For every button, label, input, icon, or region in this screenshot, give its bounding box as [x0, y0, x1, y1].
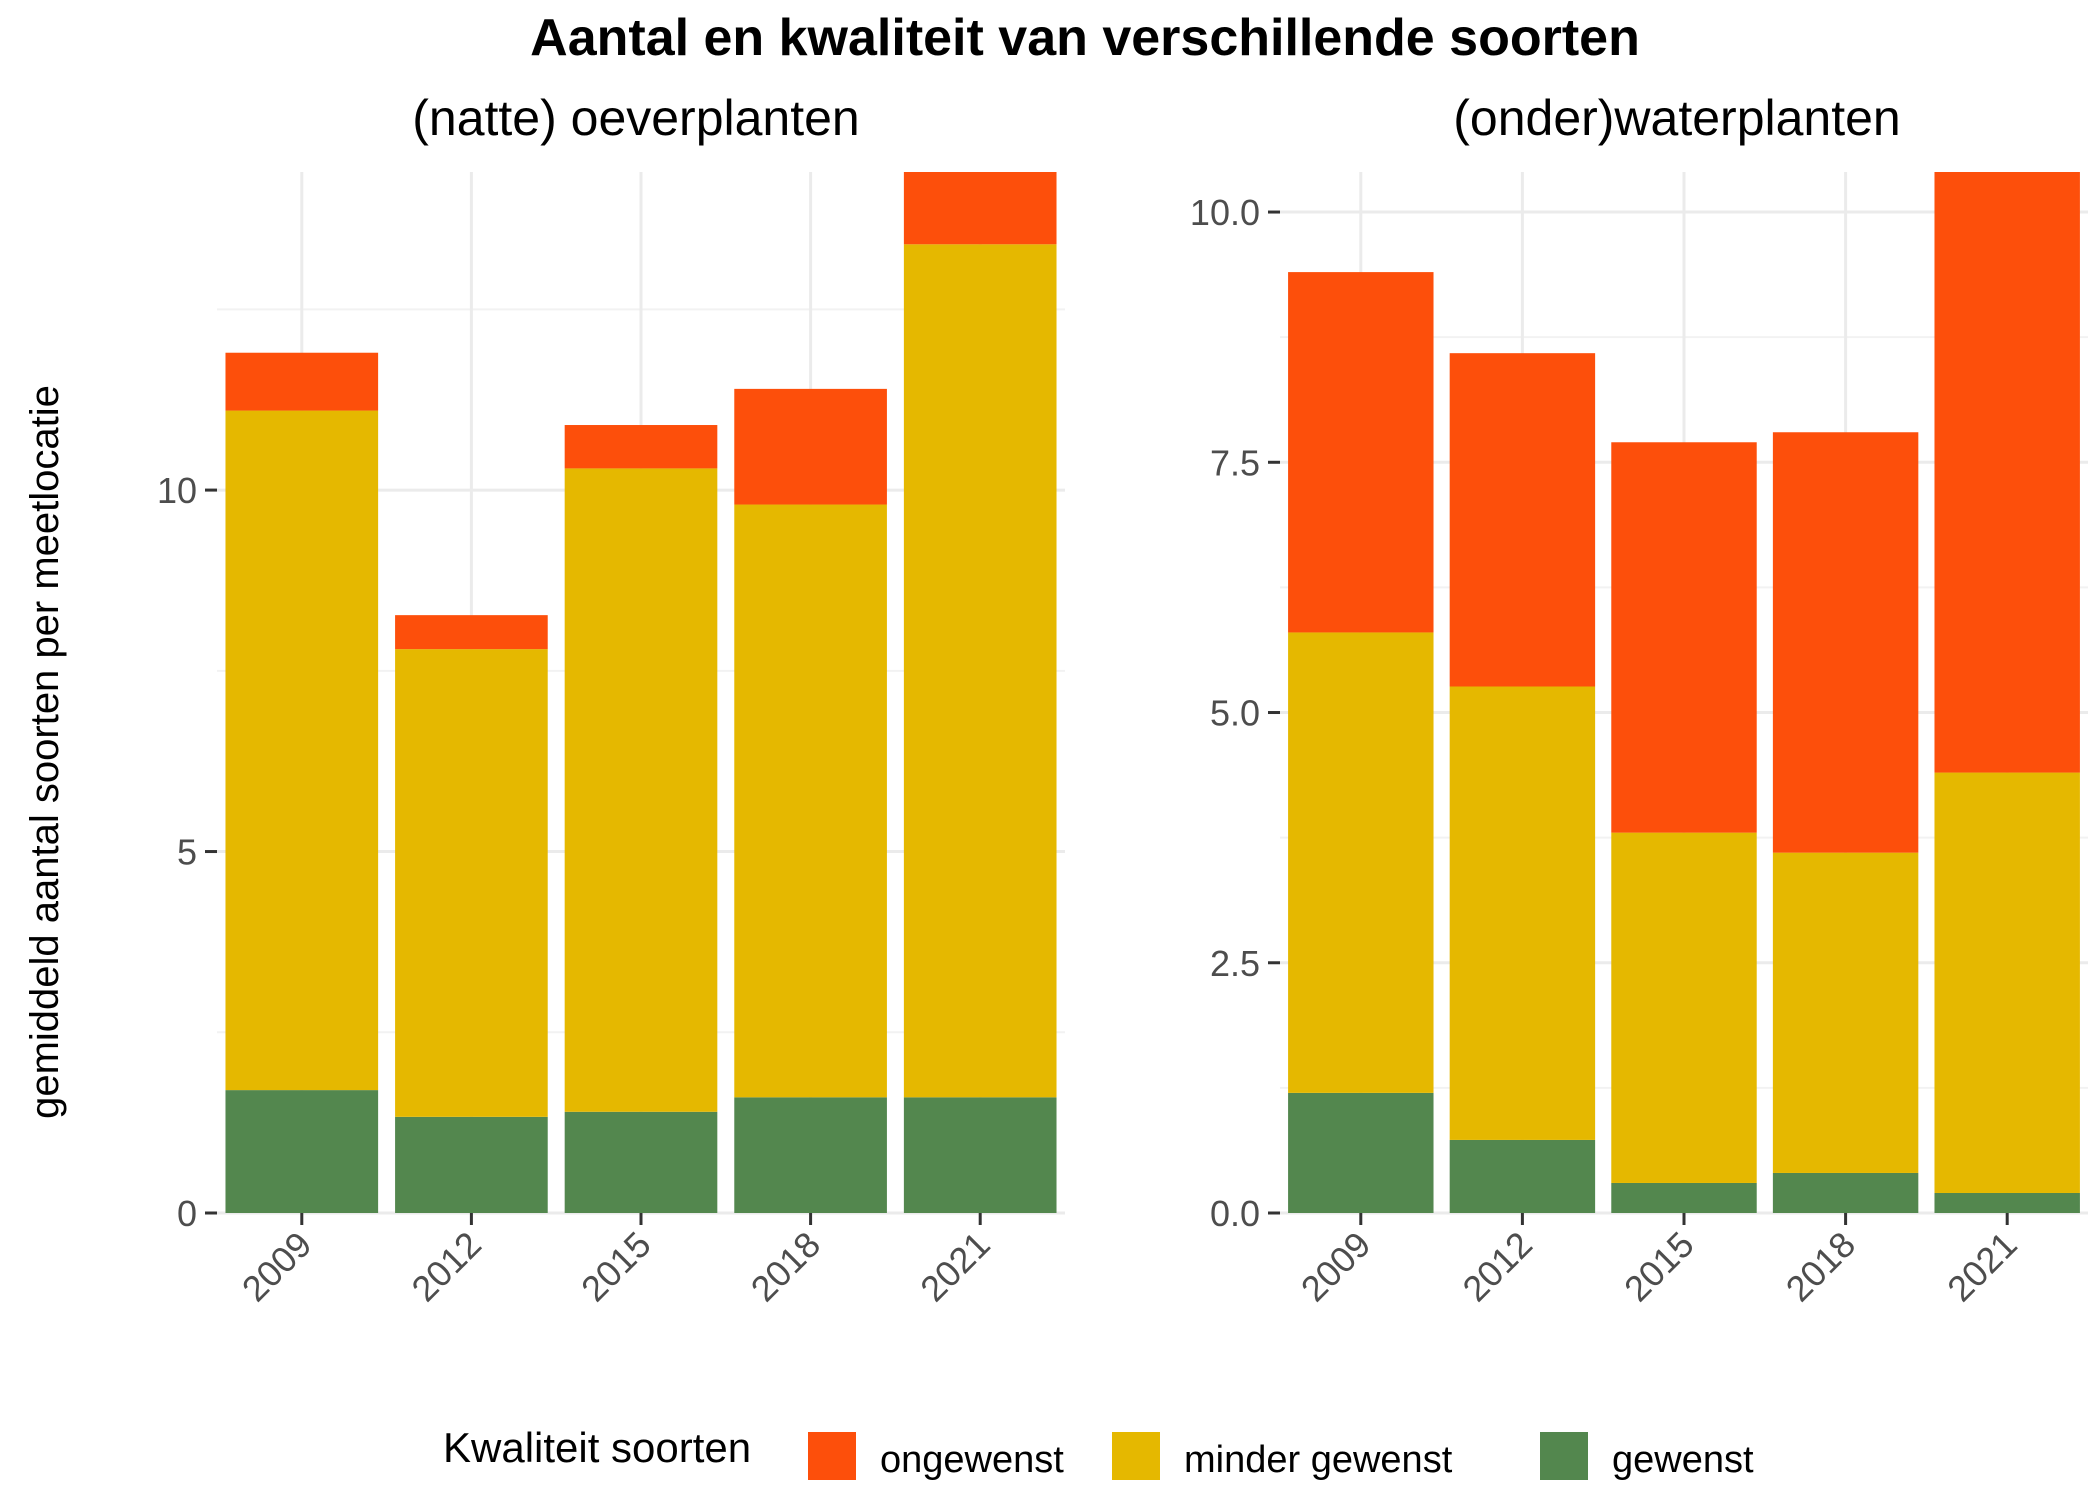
bar-gewenst [903, 1097, 1057, 1213]
bar-ongewenst [1611, 442, 1757, 833]
legend-swatch-ongewenst [808, 1432, 856, 1480]
panel-title: (natte) oeverplanten [412, 90, 860, 146]
x-tick-label: 2015 [1616, 1224, 1702, 1310]
y-tick-label: 0.0 [1210, 1193, 1260, 1234]
panel-title: (onder)waterplanten [1453, 90, 1901, 146]
bar-ongewenst [1288, 272, 1434, 633]
y-tick-label: 5.0 [1210, 693, 1260, 734]
panel-waterplanten: (onder)waterplanten 0.0 2.5 5.0 7.5 10.0 2009… [1190, 90, 2088, 1309]
y-tick-label: 2.5 [1210, 943, 1260, 984]
bar-gewenst [1288, 1092, 1434, 1213]
x-tick-label: 2018 [1778, 1224, 1864, 1310]
bar-ongewenst [395, 615, 548, 650]
bar-ongewenst [1772, 432, 1919, 853]
x-tick-label: 2021 [912, 1224, 998, 1310]
x-tick-label: 2015 [573, 1224, 659, 1310]
bar-minder-gewenst [1934, 772, 2080, 1193]
legend: Kwaliteit soorten ongewenst minder gewens… [443, 1424, 1754, 1481]
panel-oeverplanten: (natte) oeverplanten 0 5 10 2009 2012 2015 201… [157, 90, 1065, 1309]
bar-minder-gewenst [1449, 686, 1596, 1140]
bar-ongewenst [225, 352, 379, 411]
bar-gewenst [1449, 1139, 1596, 1213]
bar-minder-gewenst [1611, 832, 1757, 1183]
legend-swatch-gewenst [1540, 1432, 1588, 1480]
y-tick-label: 10 [157, 470, 197, 511]
x-tick-label: 2009 [234, 1224, 320, 1310]
bar-minder-gewenst [395, 649, 548, 1117]
y-tick-label: 0 [177, 1193, 197, 1234]
bar-minder-gewenst [1288, 632, 1434, 1093]
bar-gewenst [1772, 1172, 1919, 1213]
bar-minder-gewenst [734, 504, 887, 1098]
bar-ongewenst [1934, 172, 2080, 773]
x-tick-label: 2012 [403, 1224, 489, 1310]
x-tick-label: 2021 [1939, 1224, 2025, 1310]
bar-gewenst [1611, 1182, 1757, 1213]
legend-label: gewenst [1612, 1439, 1754, 1481]
x-tick-label: 2009 [1293, 1224, 1379, 1310]
bar-gewenst [225, 1090, 379, 1213]
y-tick-label: 7.5 [1210, 442, 1260, 483]
bar-minder-gewenst [564, 468, 718, 1112]
y-tick-label: 5 [177, 832, 197, 873]
x-tick-label: 2012 [1454, 1224, 1540, 1310]
bar-gewenst [734, 1097, 887, 1213]
bar-ongewenst [903, 172, 1057, 245]
bar-gewenst [564, 1111, 718, 1213]
bar-minder-gewenst [903, 244, 1057, 1098]
bar-minder-gewenst [225, 410, 379, 1091]
legend-swatch-minder-gewenst [1112, 1432, 1160, 1480]
bar-gewenst [1934, 1192, 2080, 1213]
bar-minder-gewenst [1772, 852, 1919, 1173]
legend-label: minder gewenst [1184, 1439, 1453, 1481]
bar-ongewenst [734, 388, 887, 505]
y-axis-label: gemiddeld aantal soorten per meetlocatie [23, 385, 67, 1119]
legend-title: Kwaliteit soorten [443, 1424, 751, 1471]
bar-ongewenst [1449, 353, 1596, 687]
y-tick-label: 10.0 [1190, 192, 1260, 233]
bar-ongewenst [564, 425, 718, 469]
bar-gewenst [395, 1116, 548, 1213]
legend-label: ongewenst [880, 1439, 1064, 1481]
chart-title: Aantal en kwaliteit van verschillende so… [530, 9, 1640, 67]
x-tick-label: 2018 [743, 1224, 829, 1310]
